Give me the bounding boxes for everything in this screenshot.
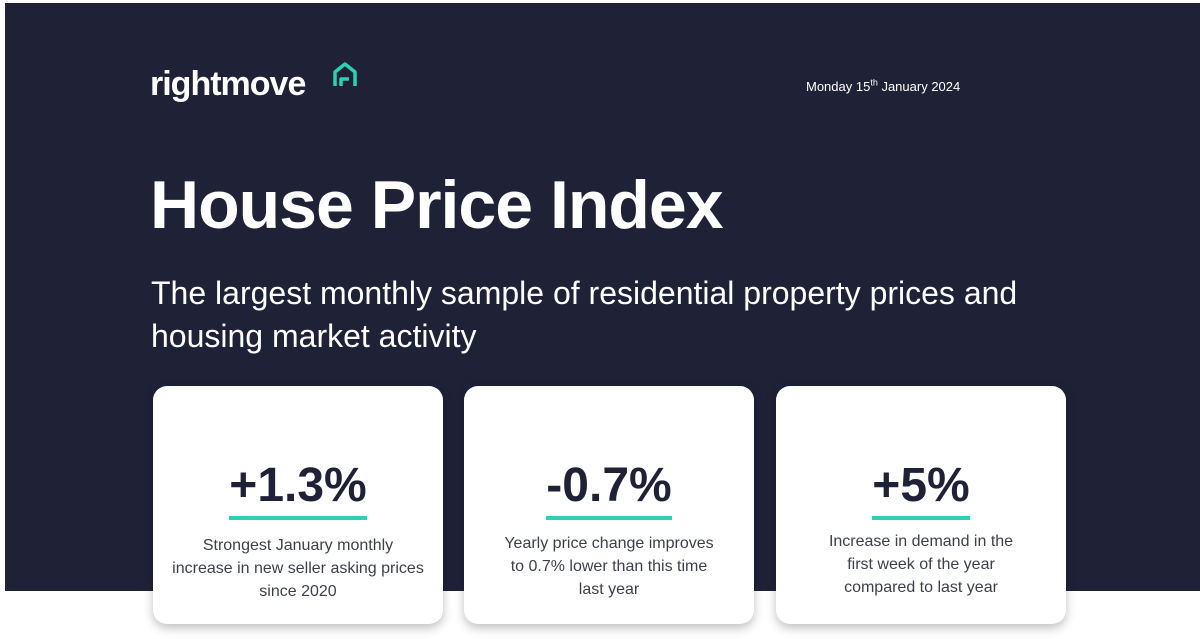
rightmove-logo[interactable]: rightmove xyxy=(150,62,357,104)
page-subtitle: The largest monthly sample of residentia… xyxy=(151,275,1018,354)
date-rest: January 2024 xyxy=(877,79,961,94)
stat-card-demand: +5% Increase in demand in the first week… xyxy=(776,386,1066,624)
stat-value: -0.7% xyxy=(546,460,672,520)
date-ordinal: th xyxy=(870,77,878,88)
publish-date: Monday 15th January 2024 xyxy=(806,77,961,94)
stat-description: Increase in demand in the first week of … xyxy=(828,533,1014,596)
house-icon xyxy=(333,62,357,86)
page-title: House Price Index xyxy=(150,167,724,243)
stat-card-yearly: -0.7% Yearly price change improves to 0.… xyxy=(464,386,754,624)
stat-value: +5% xyxy=(872,460,970,520)
stat-description: Yearly price change improves to 0.7% low… xyxy=(504,535,714,598)
date-prefix: Monday 15 xyxy=(806,79,871,94)
stat-description: Strongest January monthly increase in ne… xyxy=(172,537,424,600)
stat-card-monthly: +1.3% Strongest January monthly increase… xyxy=(153,386,443,624)
logo-text: rightmove xyxy=(150,65,306,103)
stat-value: +1.3% xyxy=(229,460,367,520)
